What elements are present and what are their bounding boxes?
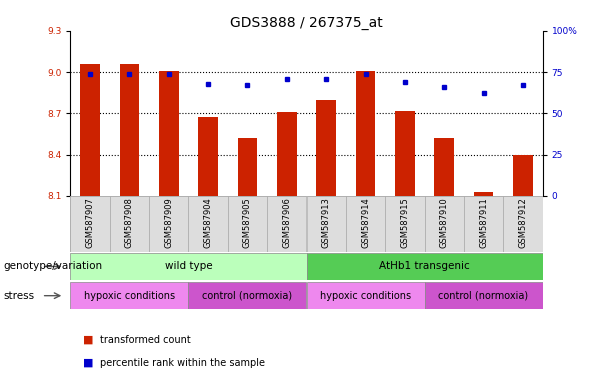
Text: wild type: wild type (165, 262, 212, 271)
Bar (70, 253, 306, 280)
Text: GSM587911: GSM587911 (479, 197, 488, 248)
Bar (70, 282, 189, 309)
Bar (110, 196, 149, 252)
Bar (149, 196, 189, 252)
Bar (189, 282, 306, 309)
Bar (306, 282, 424, 309)
Text: GSM587907: GSM587907 (86, 197, 94, 248)
Text: GSM587904: GSM587904 (204, 197, 213, 248)
Text: control (normoxia): control (normoxia) (438, 291, 528, 301)
Text: GSM587913: GSM587913 (322, 197, 330, 248)
Bar (346, 196, 385, 252)
Bar (267, 196, 306, 252)
Text: GSM587905: GSM587905 (243, 197, 252, 248)
Text: ■: ■ (83, 358, 93, 368)
Text: percentile rank within the sample: percentile rank within the sample (100, 358, 265, 368)
Title: GDS3888 / 267375_at: GDS3888 / 267375_at (230, 16, 383, 30)
Text: transformed count: transformed count (100, 335, 191, 345)
Text: AtHb1 transgenic: AtHb1 transgenic (379, 262, 470, 271)
Bar (199, 118, 218, 196)
Text: GSM587910: GSM587910 (440, 197, 449, 248)
Bar (228, 196, 267, 252)
Text: genotype/variation: genotype/variation (3, 262, 102, 271)
Bar (356, 71, 375, 196)
Text: hypoxic conditions: hypoxic conditions (320, 291, 411, 301)
Bar (159, 71, 178, 196)
Bar (306, 253, 543, 280)
Bar (385, 196, 424, 252)
Bar (80, 64, 100, 196)
Bar (424, 196, 464, 252)
Text: control (normoxia): control (normoxia) (202, 291, 292, 301)
Bar (395, 111, 414, 196)
Bar (306, 196, 346, 252)
Bar (120, 64, 139, 196)
Text: hypoxic conditions: hypoxic conditions (84, 291, 175, 301)
Text: GSM587912: GSM587912 (519, 197, 527, 248)
Text: GSM587914: GSM587914 (361, 197, 370, 248)
Text: GSM587908: GSM587908 (125, 197, 134, 248)
Text: stress: stress (3, 291, 34, 301)
Text: GSM587909: GSM587909 (164, 197, 173, 248)
Bar (189, 196, 228, 252)
Bar (70, 196, 110, 252)
Text: ■: ■ (83, 335, 93, 345)
Text: GSM587915: GSM587915 (400, 197, 409, 248)
Bar (435, 138, 454, 196)
Text: GSM587906: GSM587906 (283, 197, 291, 248)
Bar (238, 138, 257, 196)
Bar (474, 192, 493, 196)
Bar (277, 112, 297, 196)
Bar (424, 282, 543, 309)
Bar (464, 196, 503, 252)
Bar (513, 154, 533, 196)
Bar (503, 196, 543, 252)
Bar (316, 99, 336, 196)
